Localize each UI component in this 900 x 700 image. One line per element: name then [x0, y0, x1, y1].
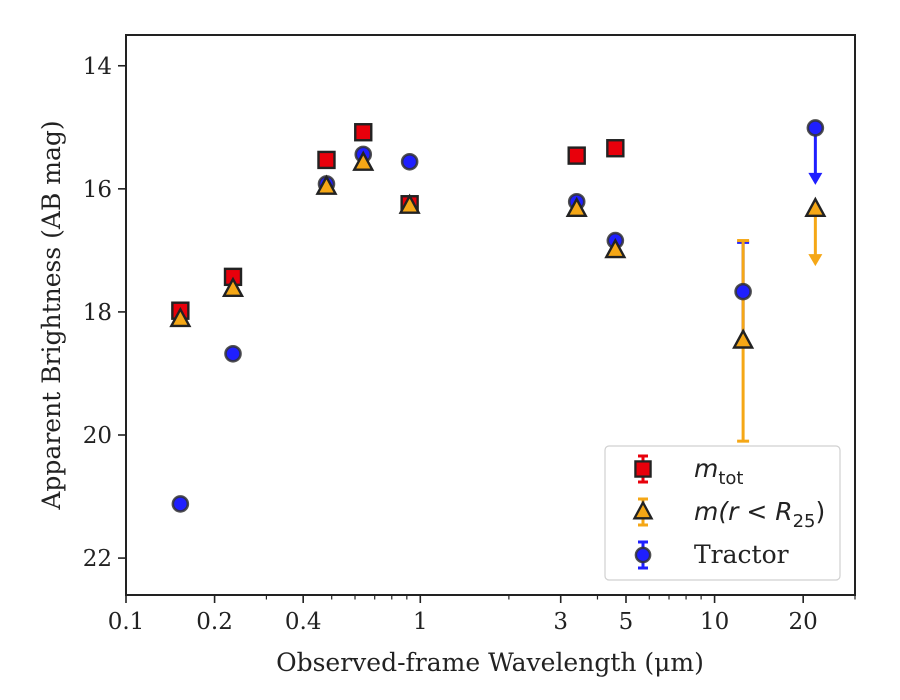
x-tick-label: 20 — [789, 609, 818, 635]
upper-limit-arrow — [808, 172, 823, 185]
x-axis-ticks: 0.1 0.2 0.4 1 3 5 10 20 — [108, 595, 856, 635]
data-point — [169, 306, 192, 328]
y-tick-label: 14 — [83, 54, 112, 80]
y-tick-label: 20 — [83, 423, 112, 449]
y-axis-ticks: 14 16 18 20 22 — [83, 54, 126, 572]
data-point — [315, 174, 338, 195]
x-tick-label: 1 — [413, 609, 428, 635]
y-tick-label: 16 — [83, 177, 112, 203]
x-tick-label: 10 — [700, 609, 729, 635]
x-tick-label: 0.4 — [285, 609, 322, 635]
y-tick-label: 18 — [83, 300, 112, 326]
data-point — [400, 152, 419, 171]
data-point — [806, 119, 825, 137]
data-point — [565, 196, 588, 218]
data-point — [567, 146, 586, 165]
y-tick-label: 22 — [83, 546, 112, 572]
legend: mtot m(r < R25) Tractor — [604, 445, 841, 581]
x-tick-label: 3 — [553, 609, 568, 635]
x-tick-label: 0.1 — [108, 609, 145, 635]
data-point — [734, 282, 752, 301]
legend-label: mtot — [694, 454, 744, 489]
data-point — [171, 495, 190, 513]
plot-frame — [125, 34, 856, 596]
y-axis-label: Apparent Brightness (AB mag) — [37, 120, 66, 510]
legend-label: Tractor — [694, 540, 789, 569]
legend-label: m(r < R25) — [694, 497, 825, 532]
data-point — [398, 193, 421, 214]
x-axis-label: Observed-frame Wavelength (μm) — [276, 648, 704, 677]
x-tick-label: 5 — [619, 609, 634, 635]
data-point — [804, 196, 827, 218]
legend-box — [604, 445, 841, 581]
data-point — [224, 344, 242, 363]
data-point — [604, 237, 627, 259]
chart-marks — [169, 119, 827, 513]
data-point — [354, 123, 373, 142]
data-point — [606, 139, 625, 158]
data-point — [352, 150, 375, 171]
upper-limit-arrow — [808, 254, 823, 267]
data-point — [732, 328, 755, 349]
data-point — [221, 276, 245, 298]
legend-marker — [634, 546, 652, 564]
x-tick-label: 0.2 — [196, 609, 233, 635]
legend-marker — [632, 500, 654, 520]
data-point — [317, 150, 336, 170]
legend-marker — [634, 460, 652, 478]
